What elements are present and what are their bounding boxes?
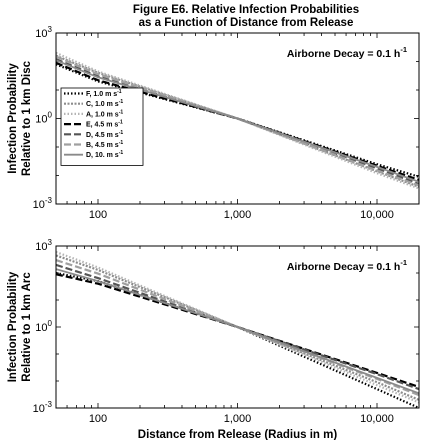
y-tick-label: 100 bbox=[35, 111, 52, 126]
x-tick-label: 1,000 bbox=[224, 413, 252, 425]
legend-label: E, 4.5 m s-1 bbox=[86, 120, 123, 129]
legend-label: C, 1.0 m s-1 bbox=[86, 99, 123, 108]
y-tick-label: 100 bbox=[35, 319, 52, 334]
chart-panel-arc: 100 1,000 10,000 10-3 100 103 Infection Probab… bbox=[7, 238, 420, 440]
chart-panel-disc: 100 1,000 10,000 10-3 100 103 Infection Probab… bbox=[7, 25, 420, 221]
x-tick-label: 100 bbox=[89, 209, 107, 221]
series-line bbox=[56, 268, 419, 395]
y-tick-label: 103 bbox=[35, 238, 52, 253]
y-tick-label: 103 bbox=[35, 25, 52, 40]
legend-box bbox=[60, 87, 144, 166]
annotation-decay: Airborne Decay = 0.1 h-1 bbox=[287, 45, 407, 60]
x-tick-label: 10,000 bbox=[360, 209, 394, 221]
plot-frame bbox=[55, 32, 420, 205]
x-tick-label: 10,000 bbox=[360, 413, 394, 425]
series-group bbox=[56, 51, 419, 190]
legend-label: D, 4.5 m s-1 bbox=[86, 130, 123, 139]
plot-frame bbox=[55, 245, 420, 409]
series-line bbox=[56, 271, 419, 408]
annotation-decay: Airborne Decay = 0.1 h-1 bbox=[287, 258, 407, 273]
y-tick-label: 10-3 bbox=[33, 400, 53, 415]
figure-title-line2: as a Function of Distance from Release bbox=[139, 17, 354, 29]
series-line bbox=[56, 59, 419, 183]
x-tick-label: 100 bbox=[89, 413, 107, 425]
series-line bbox=[56, 273, 419, 389]
legend-label: B, 4.5 m s-1 bbox=[86, 140, 123, 149]
y-axis-label-line1: Infection Probability bbox=[7, 271, 19, 382]
y-axis-label-line1: Infection Probability bbox=[7, 63, 19, 174]
y-axis-label-line2: Relative to 1 km Disc bbox=[21, 60, 33, 176]
series-line bbox=[56, 254, 419, 401]
legend-label: D, 10. m s-1 bbox=[86, 150, 123, 159]
series-group bbox=[56, 250, 419, 408]
y-axis-label-line2: Relative to 1 km Arc bbox=[21, 272, 33, 382]
legend-label: A, 1.0 m s-1 bbox=[86, 109, 123, 118]
figure-title-line1: Figure E6. Relative Infection Probabilit… bbox=[133, 4, 359, 16]
x-tick-label: 1,000 bbox=[224, 209, 252, 221]
x-axis-label: Distance from Release (Radius in m) bbox=[138, 429, 338, 440]
legend-label: F, 1.0 m s-1 bbox=[86, 89, 122, 98]
y-tick-label: 10-3 bbox=[33, 196, 53, 211]
